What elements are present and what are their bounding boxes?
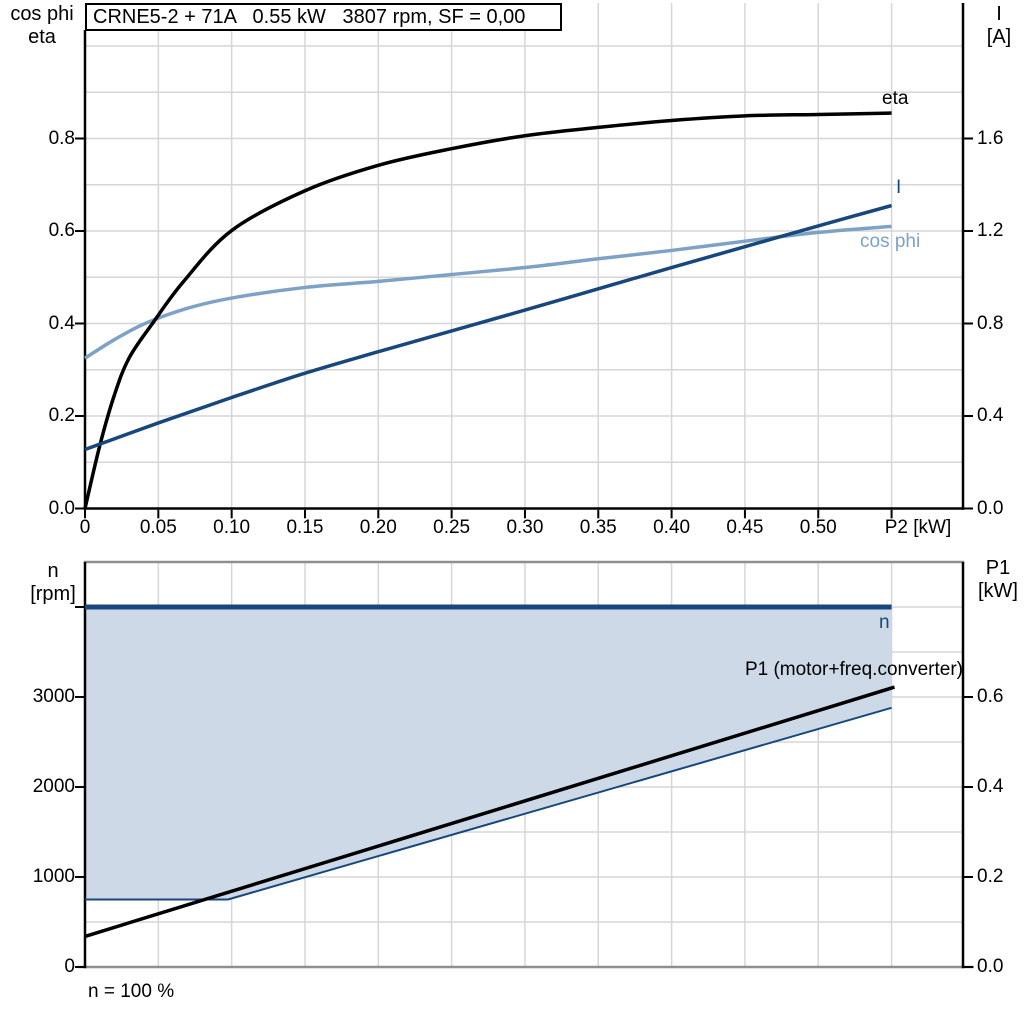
current-curve [84, 203, 893, 452]
right-y-tick-label: 0.0 [977, 497, 1004, 519]
p1-axis-label: P1 [985, 557, 1011, 579]
ampere-unit-label: [A] [986, 26, 1012, 48]
speed-range-area [85, 607, 892, 900]
x-axis-unit-label: P2 [kW] [884, 517, 952, 538]
cos-phi-axis-label: cos phi [10, 3, 74, 25]
left-y-tick-label: 0 [64, 956, 75, 977]
left-y-tick-label: 0.6 [48, 220, 75, 241]
bottom-right-axis-title: P1 [kW] [970, 557, 1024, 603]
speed-curve-label: n [879, 612, 890, 633]
x-tick-label: 0.50 [799, 517, 837, 538]
kw-unit-label: [kW] [978, 580, 1018, 602]
right-y-tick-label: 1.2 [977, 220, 1004, 241]
current-curve-label: I [896, 177, 902, 198]
p1-curve-label: P1 (motor+freq.converter) [744, 659, 963, 680]
x-tick-label: 0.10 [213, 517, 251, 538]
left-y-tick-label: 3000 [32, 686, 75, 707]
left-y-tick-label: 0.8 [48, 127, 75, 149]
x-tick-label: 0.35 [579, 517, 617, 538]
right-y-tick-label: 1.6 [977, 127, 1004, 149]
left-y-tick-label: 0.2 [48, 405, 75, 426]
left-y-tick-label: 0.0 [48, 497, 75, 519]
eta-curve [83, 111, 892, 509]
rpm-unit-label: [rpm] [30, 583, 76, 605]
cos-phi-curve-label: cos phi [860, 231, 921, 252]
eta-curve-label: eta [882, 88, 909, 109]
right-y-tick-label: 0.6 [977, 686, 1004, 707]
right-y-tick-label: 0.8 [977, 312, 1004, 334]
cos-phi-curve [84, 224, 892, 360]
right-y-tick-label: 0.4 [977, 776, 1004, 797]
current-axis-label: I [996, 3, 1002, 25]
eta-axis-label: eta [28, 26, 56, 48]
x-tick-label: 0.45 [726, 517, 764, 538]
x-tick-label: 0.20 [359, 517, 397, 538]
x-tick-label: 0.40 [653, 517, 691, 538]
right-y-tick-label: 0.2 [977, 866, 1004, 887]
left-y-tick-label: 1000 [32, 866, 75, 887]
speed-axis-label: n [47, 560, 59, 582]
right-y-tick-label: 0.0 [977, 956, 1004, 977]
top-left-axis-title: cos phi eta [0, 3, 84, 49]
speed-percent-annotation: n = 100 % [88, 981, 175, 1002]
x-tick-label: 0 [79, 517, 91, 538]
speed-min-curve [85, 706, 892, 901]
top-right-axis-title: I [A] [974, 3, 1024, 49]
chart-title: CRNE5-2 + 71A 0.55 kW 3807 rpm, SF = 0,0… [85, 3, 562, 31]
bottom-left-axis-title: n [rpm] [22, 560, 84, 606]
left-y-tick-label: 2000 [32, 776, 75, 797]
right-y-tick-label: 0.4 [977, 405, 1004, 426]
x-tick-label: 0.25 [433, 517, 471, 538]
left-y-tick-label: 0.4 [48, 312, 75, 334]
x-tick-label: 0.15 [286, 517, 324, 538]
x-tick-label: 0.30 [506, 517, 544, 538]
x-tick-label: 0.05 [139, 517, 177, 538]
p1-curve [84, 685, 896, 939]
